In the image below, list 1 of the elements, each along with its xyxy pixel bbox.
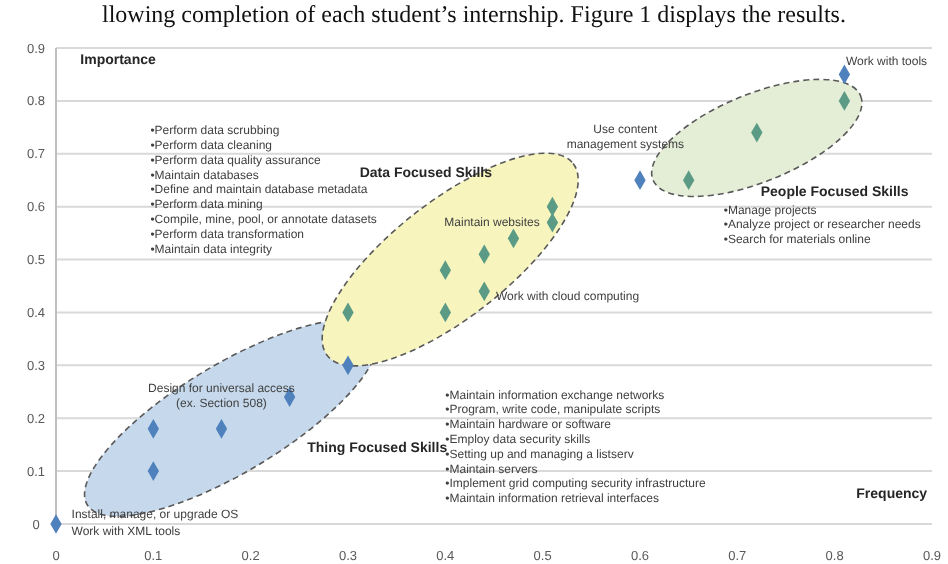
text: llowing completion of each student’s internship. Figure 1 displays the results.	[102, 0, 846, 28]
